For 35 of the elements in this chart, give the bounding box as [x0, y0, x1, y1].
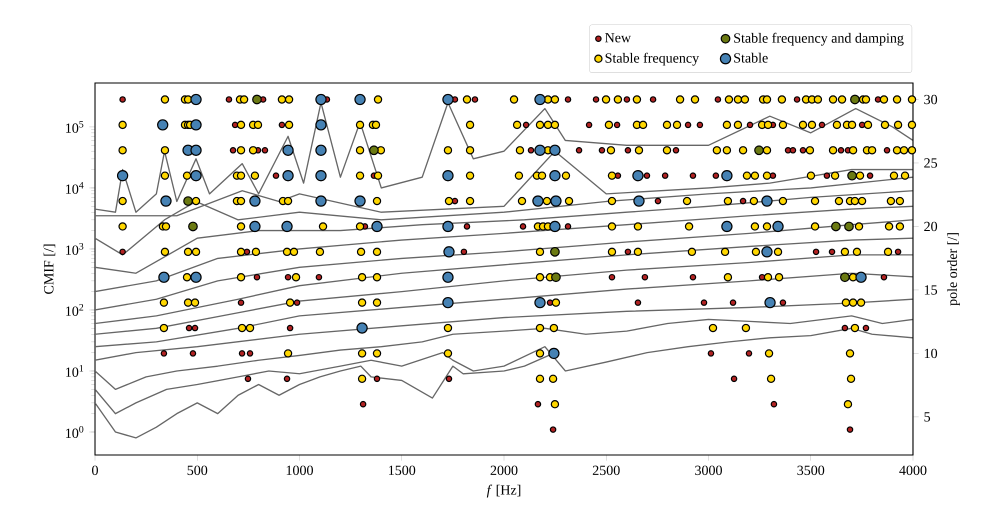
x-tick-label: 1500 [388, 466, 416, 476]
x-tick-label: 2000 [490, 466, 518, 476]
y-tick-label: 10$^{0}$ [66, 426, 84, 438]
line-series [95, 190, 913, 274]
y-tick-label: 10$^{2}$ [66, 304, 84, 316]
y2-tick-label: 25 [924, 158, 938, 168]
x-tick-label: 2500 [592, 466, 620, 476]
legend-label: New [605, 33, 632, 42]
x-tick-label: 4000 [899, 466, 926, 476]
x-tick-label: 1000 [286, 466, 313, 476]
y-tick-label: 10$^{5}$ [66, 121, 84, 133]
x-axis-title: f [Hz] [486, 484, 520, 498]
y-tick-label: 10$^{4}$ [66, 182, 84, 194]
y-tick-label: 10$^{1}$ [66, 365, 84, 377]
y-tick-label: 10$^{3}$ [66, 242, 84, 255]
y2-tick-label: 15 [924, 285, 938, 295]
y2-tick-label: 30 [924, 94, 938, 104]
x-tick-label: 3000 [695, 466, 722, 476]
x-tick-label: 500 [188, 466, 208, 476]
legend-label: Stable frequency and damping [734, 32, 904, 46]
x-tick-label: 3500 [797, 466, 824, 476]
line-series [95, 272, 913, 348]
line-series [95, 315, 913, 390]
line-series [95, 238, 913, 324]
legend-label: Stable [734, 52, 768, 63]
y2-tick-label: 10 [924, 348, 938, 358]
line-series [95, 298, 913, 361]
y2-tick-label: 5 [924, 412, 930, 422]
legend-label: Stable frequency [606, 52, 700, 66]
line-series [95, 206, 913, 292]
y2-tick-label: 20 [924, 222, 938, 232]
y2-axis-title: pole order [/] [947, 233, 960, 306]
line-series [95, 219, 913, 311]
y-axis-title: CMIF [/] [44, 244, 56, 294]
x-tick-label: 0 [92, 466, 98, 476]
